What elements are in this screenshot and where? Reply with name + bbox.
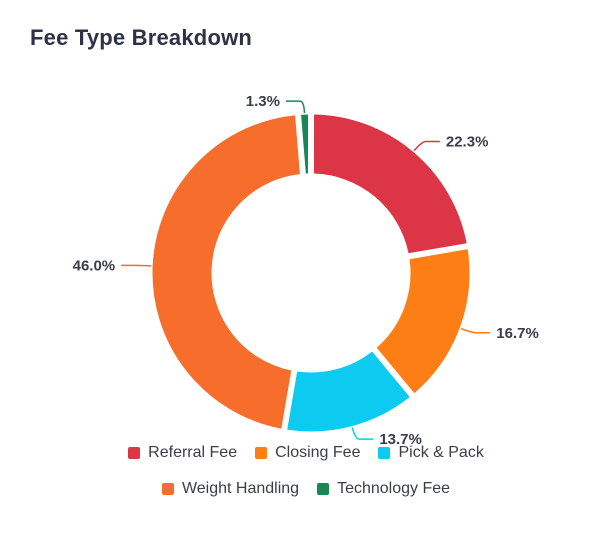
legend-row-1: Referral Fee Closing Fee Pick & Pack: [0, 438, 612, 468]
chart-title: Fee Type Breakdown: [30, 25, 253, 50]
legend-swatch-pick-and-pack: [378, 447, 391, 459]
chart-legend: Referral Fee Closing Fee Pick & Pack Wei…: [0, 438, 612, 510]
legend-swatch-referral-fee: [128, 447, 141, 459]
leader-line-technology-fee: [285, 100, 306, 114]
leader-line-referral-fee: [413, 140, 440, 152]
slice-technology-fee[interactable]: [301, 114, 309, 174]
legend-swatch-weight-handling: [161, 483, 174, 495]
legend-swatch-technology-fee: [317, 483, 330, 495]
slice-pick-and-pack[interactable]: [287, 351, 410, 432]
legend-label-weight-handling: Weight Handling: [181, 480, 300, 497]
legend-label-referral-fee: Referral Fee: [148, 444, 238, 461]
data-label-pick-and-pack: 13.7%: [379, 431, 422, 448]
data-label-closing-fee: 16.7%: [496, 325, 539, 342]
data-label-referral-fee: 22.3%: [446, 134, 489, 151]
legend-item-weight-handling[interactable]: Weight Handling: [161, 480, 300, 498]
legend-item-technology-fee[interactable]: Technology Fee: [317, 480, 450, 498]
leader-line-closing-fee: [460, 327, 491, 334]
leader-line-pick-and-pack: [351, 427, 374, 440]
legend-label-technology-fee: Technology Fee: [337, 480, 451, 497]
slice-closing-fee[interactable]: [376, 249, 470, 393]
data-label-technology-fee: 1.3%: [246, 93, 280, 110]
legend-label-closing-fee: Closing Fee: [275, 444, 361, 461]
legend-item-pick-and-pack[interactable]: Pick & Pack: [378, 444, 484, 462]
legend-item-closing-fee[interactable]: Closing Fee: [255, 444, 360, 462]
legend-label-pick-and-pack: Pick & Pack: [398, 444, 484, 461]
slice-weight-handling[interactable]: [152, 115, 300, 429]
legend-row-2: Weight Handling Technology Fee: [0, 474, 612, 504]
legend-item-referral-fee[interactable]: Referral Fee: [128, 444, 237, 462]
data-label-weight-handling: 46.0%: [73, 257, 116, 274]
slice-referral-fee[interactable]: [313, 114, 467, 254]
legend-swatch-closing-fee: [255, 447, 268, 459]
leader-line-weight-handling: [121, 264, 152, 267]
